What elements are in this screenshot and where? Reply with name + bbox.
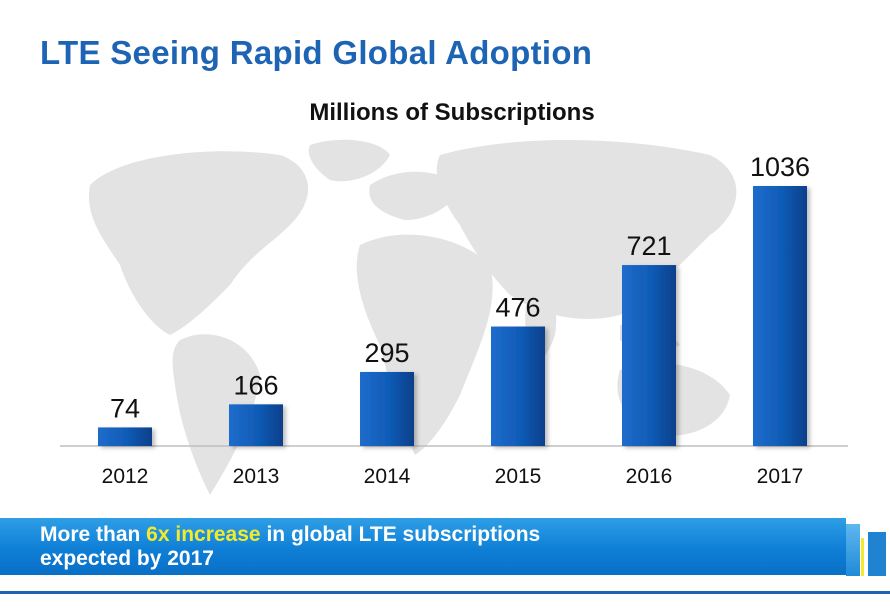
x-tick-2015: 2015 [495, 465, 542, 488]
data-label-2016: 721 [626, 231, 671, 261]
x-tick-2016: 2016 [626, 465, 673, 488]
data-label-2015: 476 [495, 293, 540, 323]
data-label-2014: 295 [364, 338, 409, 368]
bar-2013 [229, 404, 283, 446]
bar-chart: 74 2012 166 2013 295 2014 476 2015 721 2016 1036 20… [60, 152, 848, 488]
bar-2014 [360, 371, 414, 446]
bottom-rule [0, 591, 890, 594]
bar-2015 [491, 326, 545, 446]
banner-line-1: More than 6x increase in global LTE subs… [40, 523, 846, 547]
x-tick-2014: 2014 [364, 465, 411, 488]
bar-2012 [98, 427, 152, 446]
data-label-2013: 166 [233, 370, 278, 400]
slide-title: LTE Seeing Rapid Global Adoption [40, 34, 593, 71]
bar-2017 [753, 186, 807, 446]
data-label-2012: 74 [110, 393, 140, 423]
data-label-2017: 1036 [750, 152, 810, 182]
summary-banner: More than 6x increase in global LTE subs… [0, 518, 846, 575]
banner-highlight: 6x increase [146, 523, 261, 546]
banner-prefix: More than [40, 523, 147, 546]
banner-suffix: in global LTE subscriptions [260, 523, 541, 546]
decorative-strip [846, 524, 860, 576]
chart-title: Millions of Subscriptions [309, 99, 595, 126]
bar-2016 [622, 265, 676, 446]
x-tick-2013: 2013 [233, 465, 280, 488]
banner-line-2: expected by 2017 [40, 547, 214, 570]
decorative-accent [861, 538, 864, 576]
decorative-bar [868, 532, 886, 576]
x-tick-2012: 2012 [102, 465, 149, 488]
x-tick-2017: 2017 [757, 465, 804, 488]
